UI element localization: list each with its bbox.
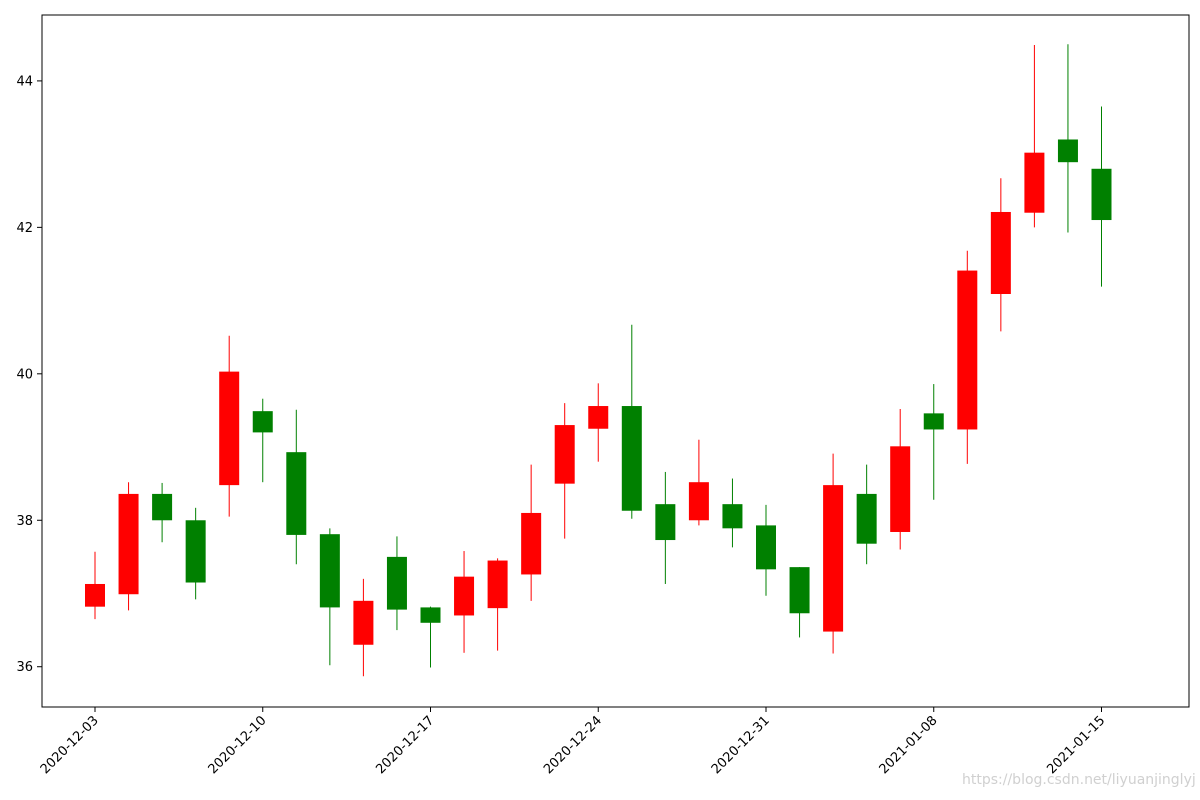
x-tick-label: 2020-12-31 [709, 713, 773, 777]
candle-body-down [152, 493, 173, 521]
candle-body-up [554, 425, 575, 484]
candle-body-down [1091, 168, 1112, 221]
x-tick-label: 2021-01-08 [877, 713, 941, 777]
candle-body-up [990, 211, 1011, 294]
candle-body-up [487, 560, 508, 609]
x-tick-label: 2020-12-17 [373, 713, 437, 777]
candle-body-down [1057, 139, 1078, 163]
candle-body-up [588, 406, 609, 429]
y-axis: 36 38 40 42 44 [16, 74, 42, 675]
candle-body-up [353, 600, 374, 645]
y-tick-label: 40 [16, 367, 33, 382]
y-tick-label: 42 [16, 221, 33, 236]
candle-body-down [319, 534, 340, 608]
candles-group [85, 44, 1112, 677]
candle-body-down [286, 452, 307, 535]
y-tick-label: 36 [16, 660, 33, 675]
candle-body-down [789, 567, 810, 614]
candle-body-up [1024, 152, 1045, 213]
x-tick-label: 2020-12-03 [38, 713, 102, 777]
plot-area-frame [41, 14, 1190, 708]
candle-body-up [219, 371, 240, 486]
y-tick-label: 38 [16, 514, 33, 529]
candle-body-down [856, 493, 877, 544]
x-axis: 2020-12-03 2020-12-10 2020-12-17 2020-12-24… [38, 707, 1108, 777]
candle-body-up [85, 583, 105, 607]
candle-body-up [454, 576, 475, 616]
candle-body-up [118, 493, 139, 595]
y-tick-label: 44 [16, 74, 33, 89]
candle-body-down [621, 406, 642, 511]
candle-body-up [823, 485, 844, 632]
watermark-text: https://blog.csdn.net/liyuanjinglyj [962, 772, 1196, 788]
candle-body-down [655, 504, 676, 541]
x-tick-label: 2021-01-15 [1044, 713, 1108, 777]
candle-body-down [185, 520, 206, 583]
candle-body-down [420, 607, 441, 623]
candle-body-up [521, 512, 542, 575]
x-tick-label: 2020-12-10 [206, 713, 270, 777]
candle-body-up [957, 270, 978, 430]
candle-body-down [722, 504, 743, 529]
candle-body-down [252, 411, 273, 433]
candle-body-up [890, 446, 911, 532]
candle-body-down [923, 413, 944, 430]
candle-body-up [688, 482, 709, 521]
candle-body-down [386, 556, 407, 610]
x-tick-label: 2020-12-24 [541, 713, 605, 777]
candle-body-down [756, 525, 776, 570]
